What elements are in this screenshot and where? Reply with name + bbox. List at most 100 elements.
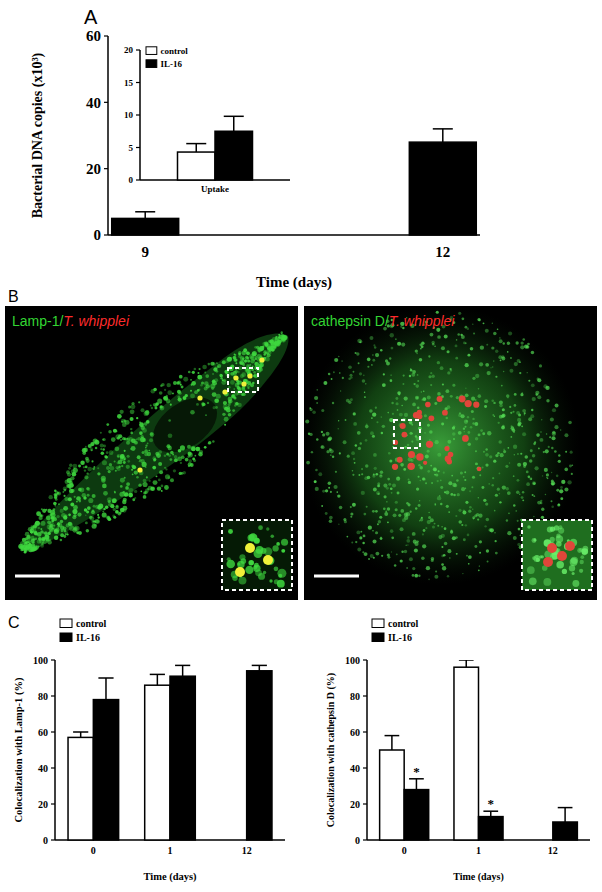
lysosome bbox=[428, 355, 430, 357]
lysosome bbox=[84, 469, 86, 471]
lysosome bbox=[405, 544, 407, 546]
error-bar bbox=[433, 129, 453, 142]
lysosome bbox=[348, 377, 351, 380]
lysosome bbox=[187, 456, 190, 459]
x-tick-label: Uptake bbox=[201, 184, 229, 194]
lysosome bbox=[452, 384, 455, 387]
lysosome bbox=[359, 536, 362, 539]
lysosome bbox=[357, 339, 361, 343]
lysosome bbox=[363, 513, 366, 516]
lysosome bbox=[237, 403, 241, 407]
lysosome bbox=[497, 452, 500, 455]
lysosome bbox=[222, 413, 225, 416]
lysosome bbox=[529, 477, 532, 480]
lysosome bbox=[25, 532, 30, 537]
lysosome bbox=[478, 569, 480, 571]
lysosome bbox=[520, 535, 522, 537]
lysosome bbox=[408, 478, 410, 480]
error-stem bbox=[442, 129, 444, 142]
lysosome bbox=[346, 399, 350, 403]
lysosome bbox=[568, 421, 572, 425]
lysosome bbox=[422, 397, 426, 401]
lysosome bbox=[579, 569, 583, 573]
lysosome bbox=[254, 346, 257, 349]
lysosome bbox=[205, 414, 207, 416]
legend-label: IL-16 bbox=[388, 632, 412, 643]
lysosome bbox=[106, 423, 109, 426]
x-axis-title: Time (days) bbox=[143, 871, 197, 883]
lysosome bbox=[438, 535, 442, 539]
lysosome bbox=[544, 468, 548, 472]
lysosome bbox=[84, 508, 87, 511]
lysosome bbox=[367, 476, 371, 480]
lysosome bbox=[255, 358, 257, 360]
lysosome bbox=[556, 489, 559, 492]
lysosome bbox=[409, 375, 411, 377]
lysosome bbox=[201, 381, 204, 384]
lysosome bbox=[410, 511, 412, 513]
lysosome bbox=[490, 367, 491, 368]
lysosome bbox=[60, 539, 63, 542]
lysosome bbox=[86, 472, 88, 474]
bacterium bbox=[459, 395, 466, 402]
lysosome bbox=[365, 425, 369, 429]
lysosome bbox=[125, 486, 129, 490]
lysosome bbox=[277, 569, 286, 578]
lysosome bbox=[136, 476, 139, 479]
lysosome bbox=[559, 489, 563, 493]
lysosome bbox=[464, 479, 466, 481]
lysosome bbox=[372, 510, 375, 513]
lysosome bbox=[102, 512, 107, 517]
lysosome bbox=[82, 448, 87, 453]
lysosome bbox=[63, 486, 67, 490]
lysosome bbox=[364, 552, 368, 556]
lysosome bbox=[132, 465, 136, 469]
lysosome bbox=[495, 540, 497, 542]
lysosome bbox=[430, 384, 432, 386]
lysosome bbox=[27, 548, 29, 550]
lysosome bbox=[483, 451, 485, 453]
lysosome bbox=[444, 527, 447, 530]
lysosome bbox=[412, 403, 416, 407]
lysosome bbox=[546, 473, 549, 476]
lysosome bbox=[242, 351, 246, 355]
lysosome bbox=[391, 551, 392, 552]
y-tick-label: 20 bbox=[350, 799, 360, 810]
lysosome bbox=[328, 482, 332, 486]
lysosome bbox=[572, 572, 575, 575]
figure: 0204060912Time (days)Bacterial DNA copie… bbox=[0, 0, 602, 892]
lysosome bbox=[265, 357, 270, 362]
lysosome bbox=[411, 441, 413, 443]
y-tick bbox=[51, 803, 55, 804]
lysosome bbox=[536, 558, 540, 562]
lysosome bbox=[374, 467, 377, 470]
lysosome bbox=[194, 368, 197, 371]
y-axis bbox=[107, 36, 109, 235]
lysosome bbox=[507, 447, 509, 449]
lysosome bbox=[406, 512, 410, 516]
lysosome bbox=[533, 538, 536, 541]
x-axis-title: Time (days) bbox=[453, 871, 504, 883]
lysosome bbox=[512, 411, 514, 413]
lysosome bbox=[440, 479, 442, 481]
lysosome bbox=[475, 437, 478, 440]
lysosome bbox=[356, 530, 360, 534]
lysosome bbox=[121, 421, 123, 423]
y-tick-label: 100 bbox=[33, 655, 48, 666]
lysosome bbox=[522, 409, 526, 413]
lysosome bbox=[453, 494, 456, 497]
lysosome bbox=[458, 413, 462, 417]
lysosome bbox=[562, 569, 567, 574]
lysosome bbox=[493, 360, 495, 362]
lysosome bbox=[122, 422, 127, 427]
lysosome bbox=[238, 387, 242, 391]
lysosome bbox=[64, 531, 68, 535]
lysosome bbox=[213, 368, 217, 372]
lysosome bbox=[350, 506, 352, 508]
lysosome bbox=[534, 466, 538, 470]
error-cap bbox=[558, 807, 573, 809]
lysosome bbox=[269, 579, 272, 582]
lysosome bbox=[139, 459, 142, 462]
lysosome bbox=[418, 575, 420, 577]
lysosome bbox=[328, 373, 331, 376]
